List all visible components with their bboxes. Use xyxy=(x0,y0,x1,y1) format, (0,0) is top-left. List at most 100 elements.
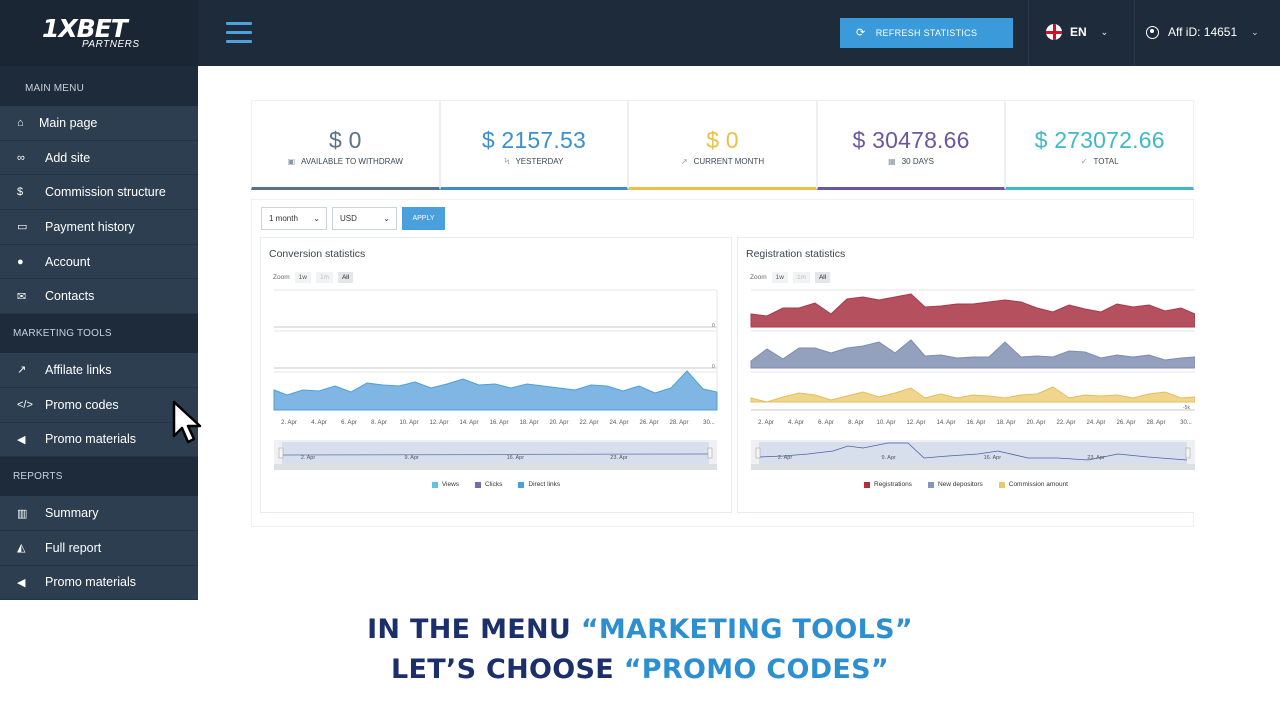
zoom-all-button[interactable]: All xyxy=(814,272,831,283)
sidebar-item-main-page[interactable]: ⌂ Main page xyxy=(0,106,198,141)
navigator-handle-left[interactable] xyxy=(278,447,284,459)
x-tick-label: 12. Apr xyxy=(906,420,925,426)
stat-available-to-withdraw: $ 0 ▣ AVAILABLE TO WITHDRAW xyxy=(251,100,440,190)
legend-item-registrations[interactable]: Registrations xyxy=(864,481,912,488)
zoom-controls: Zoom 1w 1m All xyxy=(750,272,831,283)
refresh-statistics-label: REFRESH STATISTICS xyxy=(875,28,978,38)
zoom-1m-button[interactable]: 1m xyxy=(792,272,810,283)
navigator-handle-left[interactable] xyxy=(755,447,761,459)
stat-value: $ 30478.66 xyxy=(852,127,970,153)
legend-item-direct-links[interactable]: Direct links xyxy=(518,481,560,488)
period-select[interactable]: 1 month ⌄ xyxy=(261,207,327,230)
area-chart-icon: ◭ xyxy=(17,542,26,555)
y-axis-label: -5k xyxy=(1183,405,1190,411)
navigator-scrollbar[interactable] xyxy=(274,464,717,470)
x-tick-label: 8. Apr xyxy=(848,420,864,426)
divider xyxy=(1028,0,1029,66)
sidebar-item-account[interactable]: ● Account xyxy=(0,245,198,280)
sidebar-item-report-promo-materials[interactable]: ◀ Promo materials xyxy=(0,566,198,601)
zoom-label: Zoom xyxy=(750,274,767,281)
refresh-statistics-button[interactable]: ⟳ REFRESH STATISTICS xyxy=(840,18,1013,48)
calendar-icon: ▦ xyxy=(888,157,896,166)
x-tick-label: 16. Apr xyxy=(984,455,1002,461)
navigator-handle-right[interactable] xyxy=(707,447,713,459)
stat-value: $ 2157.53 xyxy=(481,127,586,153)
apply-button[interactable]: APPLY xyxy=(402,207,445,230)
sidebar: MAIN MENU ⌂ Main page ∞ Add site $ Commi… xyxy=(0,66,198,601)
sidebar-item-contacts[interactable]: ✉ Contacts xyxy=(0,279,198,315)
sidebar-item-label: Promo codes xyxy=(45,397,119,412)
x-tick-label: 23. Apr xyxy=(1087,455,1105,461)
currency-select[interactable]: USD ⌄ xyxy=(332,207,397,230)
stat-current-month: $ 0 ↗ CURRENT MONTH xyxy=(628,100,817,190)
sidebar-item-promo-materials[interactable]: ◀ Promo materials xyxy=(0,423,198,458)
sidebar-item-commission-structure[interactable]: $ Commission structure xyxy=(0,175,198,211)
navigator-scrollbar[interactable] xyxy=(751,464,1195,470)
logo[interactable]: 1XBET PARTNERS xyxy=(0,0,198,66)
navigator-ticks: 2. Apr 9. Apr 16. Apr 23. Apr xyxy=(778,455,1105,461)
language-selector[interactable]: EN ⌄ xyxy=(1046,24,1108,40)
zoom-1w-button[interactable]: 1w xyxy=(771,272,788,283)
x-tick-label: 10. Apr xyxy=(399,420,418,426)
zoom-1m-button[interactable]: 1m xyxy=(315,272,333,283)
stats-row: $ 0 ▣ AVAILABLE TO WITHDRAW $ 2157.53 ϟ YE… xyxy=(251,100,1194,190)
sidebar-item-label: Promo materials xyxy=(45,575,136,590)
navigator-series xyxy=(281,453,710,456)
x-tick-label: 20. Apr xyxy=(1026,420,1045,426)
sidebar-item-label: Payment history xyxy=(45,219,135,234)
navigator-range[interactable] xyxy=(759,442,1187,468)
new-depositors-area xyxy=(750,339,1195,369)
stat-yesterday: $ 2157.53 ϟ YESTERDAY xyxy=(439,100,629,190)
x-tick-label: 30... xyxy=(703,420,715,426)
x-tick-label: 14. Apr xyxy=(936,420,955,426)
sidebar-item-full-report[interactable]: ◭ Full report xyxy=(0,531,198,566)
x-tick-label: 20. Apr xyxy=(549,420,568,426)
link-icon: ∞ xyxy=(17,151,25,164)
sidebar-item-label: Main page xyxy=(39,115,98,130)
navigator-ticks: 2. Apr 9. Apr 16. Apr 23. Apr xyxy=(301,455,628,461)
chart-legend: Registrations New depositors Commission … xyxy=(738,481,1194,488)
navigator-series xyxy=(758,442,1188,461)
sidebar-section-main-menu: MAIN MENU xyxy=(0,66,198,106)
caption-line-1: IN THE MENU “MARKETING TOOLS” xyxy=(367,614,913,645)
x-tick-label: 4. Apr xyxy=(311,420,327,426)
navigator-handle-right[interactable] xyxy=(1185,447,1191,459)
x-tick-label: 6. Apr xyxy=(341,420,357,426)
affiliate-menu[interactable]: Aff iD: 14651 ⌄ xyxy=(1146,25,1259,39)
zoom-all-button[interactable]: All xyxy=(337,272,354,283)
refresh-icon: ⟳ xyxy=(856,27,866,39)
lightning-icon: ϟ xyxy=(504,157,510,166)
stat-label: YESTERDAY xyxy=(515,157,564,166)
x-tick-label: 2. Apr xyxy=(281,420,297,426)
sidebar-item-promo-codes[interactable]: </> Promo codes xyxy=(0,388,198,423)
sidebar-item-summary[interactable]: ▥ Summary xyxy=(0,496,198,531)
x-tick-label: 6. Apr xyxy=(818,420,834,426)
menu-toggle-icon[interactable] xyxy=(226,22,252,44)
legend-item-commission-amount[interactable]: Commission amount xyxy=(998,481,1068,488)
trend-icon: ↗ xyxy=(680,157,688,166)
registrations-area xyxy=(750,293,1195,328)
x-tick-label: 26. Apr xyxy=(639,420,658,426)
zoom-1w-button[interactable]: 1w xyxy=(294,272,311,283)
sidebar-section-marketing-tools: MARKETING TOOLS xyxy=(0,314,198,354)
x-tick-label: 16. Apr xyxy=(489,420,508,426)
sidebar-item-label: Contacts xyxy=(45,289,95,304)
x-tick-label: 23. Apr xyxy=(610,455,628,461)
sidebar-item-add-site[interactable]: ∞ Add site xyxy=(0,141,198,176)
chevron-down-icon: ⌄ xyxy=(383,214,390,223)
stat-label: 30 DAYS xyxy=(901,157,935,166)
legend-item-new-depositors[interactable]: New depositors xyxy=(927,481,983,488)
legend-item-views[interactable]: Views xyxy=(431,481,459,488)
sidebar-item-affiliate-links[interactable]: ↗ Affilate links xyxy=(0,353,198,388)
sidebar-item-label: Commission structure xyxy=(45,185,166,200)
x-tick-label: 22. Apr xyxy=(1056,420,1075,426)
x-tick-label: 2. Apr xyxy=(758,420,774,426)
sidebar-item-label: Promo materials xyxy=(45,432,136,447)
sidebar-item-label: Account xyxy=(45,254,91,269)
legend-item-clicks[interactable]: Clicks xyxy=(475,481,502,488)
x-tick-label: 4. Apr xyxy=(788,420,804,426)
zoom-label: Zoom xyxy=(273,274,290,281)
x-tick-label: 18. Apr xyxy=(519,420,538,426)
sidebar-item-payment-history[interactable]: ▭ Payment history xyxy=(0,210,198,245)
